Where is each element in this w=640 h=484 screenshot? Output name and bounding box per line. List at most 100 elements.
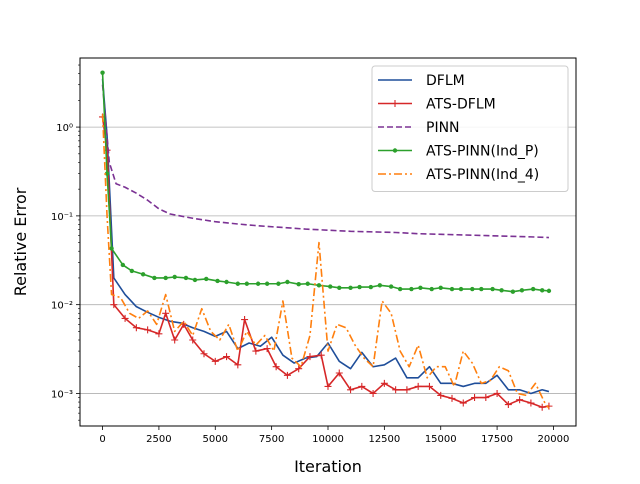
data-point-ats-dflm [324, 382, 332, 390]
data-point-ats-pinn-ind-p [296, 282, 301, 287]
data-point-ats-dflm [403, 386, 411, 394]
data-point-ats-dflm [306, 353, 314, 361]
series-line-pinn [101, 84, 549, 239]
data-point-ats-pinn-ind-p [418, 285, 423, 290]
data-point-ats-pinn-ind-p [429, 286, 434, 292]
y-axis-label: Relative Error [11, 187, 30, 296]
data-point-ats-dflm [110, 301, 118, 309]
data-point-ats-pinn-ind-p [192, 277, 198, 283]
legend-label-dflm: DFLM [426, 73, 465, 89]
data-point-ats-pinn-ind-p [348, 285, 353, 290]
series-line-ats-dflm [101, 116, 550, 409]
data-point-ats-dflm [358, 382, 366, 390]
series-line-ats-pinn-ind-4 [101, 114, 550, 409]
series-layer [99, 70, 553, 411]
data-point-ats-pinn-ind-p [264, 281, 270, 286]
data-point-ats-pinn-ind-p [490, 286, 495, 292]
x-tick-label: 0 [99, 434, 105, 445]
data-point-ats-pinn-ind-p [172, 274, 177, 280]
data-point-ats-pinn-ind-p [109, 246, 114, 251]
data-point-ats-dflm [171, 336, 179, 344]
series-line-ats-pinn-ind-p [101, 72, 550, 293]
data-point-ats-dflm [425, 382, 433, 390]
data-point-ats-pinn-ind-p [479, 286, 484, 292]
data-point-ats-dflm [295, 365, 303, 373]
data-point-ats-pinn-ind-p [328, 284, 333, 289]
data-point-ats-dflm [211, 357, 219, 365]
data-point-ats-dflm [252, 347, 260, 355]
axis-ticks: 10⁻³ 10⁻² 10⁻¹ 10⁰ 0 2500 5000 7500 10000 12500 15… [51, 64, 570, 445]
data-point-ats-pinn-ind-p [235, 281, 241, 286]
data-point-ats-dflm [283, 371, 291, 379]
data-point-ats-pinn-ind-p [499, 288, 504, 293]
legend-label-ats-pinn-ind-4: ATS-PINN(Ind_4) [426, 167, 539, 183]
legend: DFLM ATS-DFLM PINN ATS-PINN(Ind_P) ATS-PINN(… [371, 65, 569, 192]
data-point-ats-pinn-ind-p [100, 70, 105, 75]
data-point-ats-pinn-ind-p [458, 286, 464, 292]
legend-marker-ats-dflm [391, 100, 399, 107]
data-point-ats-dflm [121, 314, 129, 322]
x-tick-label: 17500 [481, 434, 513, 445]
data-point-ats-pinn-ind-p [397, 286, 403, 292]
data-point-ats-dflm [241, 316, 249, 324]
data-point-ats-pinn-ind-p [530, 286, 536, 292]
data-point-ats-pinn-ind-p [255, 281, 261, 286]
x-axis-label: Iteration [294, 457, 362, 476]
data-point-ats-dflm [162, 309, 170, 317]
data-point-ats-dflm [471, 394, 479, 402]
data-point-ats-dflm [527, 399, 535, 407]
data-point-ats-dflm [538, 403, 546, 411]
data-point-ats-pinn-ind-p [285, 279, 290, 285]
legend-marker-ats-pinn-ind-p [392, 148, 398, 153]
data-point-ats-dflm [335, 369, 343, 377]
data-point-ats-pinn-ind-p [224, 279, 229, 285]
data-point-ats-dflm [482, 394, 490, 402]
data-point-ats-dflm [380, 379, 388, 387]
data-point-ats-dflm [369, 389, 377, 397]
data-point-ats-dflm [414, 382, 422, 390]
data-point-ats-dflm [223, 353, 231, 361]
legend-label-ats-pinn-ind-p: ATS-PINN(Ind_P) [426, 144, 539, 160]
data-point-ats-dflm [392, 386, 400, 394]
data-point-ats-dflm [132, 324, 140, 332]
data-point-ats-pinn-ind-p [357, 284, 362, 290]
data-point-ats-pinn-ind-p [152, 275, 157, 281]
x-tick-label: 2500 [146, 434, 171, 445]
x-tick-label: 5000 [203, 434, 228, 445]
y-tick-label: 10⁰ [56, 123, 73, 134]
data-point-ats-pinn-ind-p [368, 284, 374, 290]
data-point-ats-dflm [272, 363, 280, 371]
y-tick-label: 10⁻³ [51, 389, 73, 400]
data-point-ats-pinn-ind-p [120, 262, 126, 268]
data-point-ats-pinn-ind-p [215, 278, 220, 284]
data-point-ats-dflm [459, 399, 467, 407]
y-tick-label: 10⁻¹ [51, 212, 73, 223]
data-point-ats-dflm [448, 394, 456, 402]
data-point-ats-pinn-ind-p [140, 272, 146, 277]
data-point-ats-dflm [493, 389, 501, 397]
data-point-ats-pinn-ind-p [539, 288, 545, 293]
data-point-ats-pinn-ind-p [305, 281, 310, 286]
data-point-ats-dflm [234, 361, 242, 369]
data-point-ats-dflm [189, 336, 197, 344]
data-point-ats-pinn-ind-p [519, 288, 525, 293]
data-point-ats-dflm [263, 345, 271, 353]
data-point-ats-pinn-ind-p [377, 283, 383, 288]
x-tick-label: 20000 [538, 434, 570, 445]
data-point-ats-pinn-ind-p [129, 268, 135, 274]
data-point-ats-dflm [200, 350, 208, 358]
data-point-ats-pinn-ind-p [337, 285, 342, 290]
data-point-ats-dflm [516, 396, 524, 404]
data-point-ats-pinn-ind-p [244, 281, 250, 286]
data-point-ats-pinn-ind-p [276, 281, 281, 286]
data-point-ats-pinn-ind-p [163, 275, 168, 281]
data-point-ats-dflm [155, 330, 163, 338]
data-point-ats-dflm [317, 351, 325, 359]
data-point-ats-pinn-ind-p [388, 284, 394, 289]
x-tick-label: 12500 [368, 434, 400, 445]
data-point-ats-pinn-ind-p [409, 286, 414, 292]
legend-label-ats-dflm: ATS-DFLM [426, 97, 496, 113]
data-point-ats-pinn-ind-p [438, 285, 443, 290]
x-tick-label: 7500 [259, 434, 284, 445]
